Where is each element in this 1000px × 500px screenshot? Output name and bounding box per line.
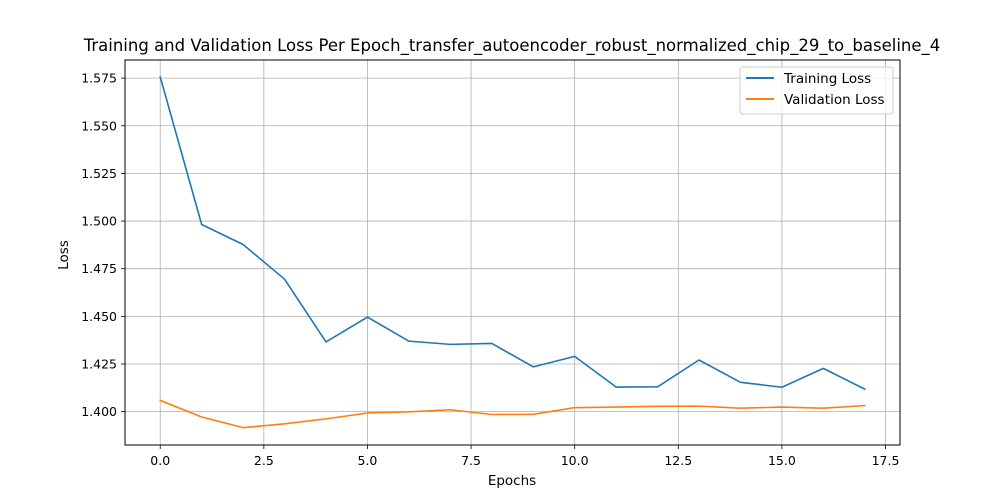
y-tick-label: 1.575 xyxy=(81,71,117,86)
plot-frame xyxy=(124,59,901,446)
chart-title: Training and Validation Loss Per Epoch_t… xyxy=(83,36,941,56)
x-axis-label: Epochs xyxy=(488,473,536,489)
x-tick-label: 12.5 xyxy=(664,453,692,468)
x-tick-label: 17.5 xyxy=(872,453,900,468)
legend-label-validation: Validation Loss xyxy=(784,92,885,108)
legend: Training Loss Validation Loss xyxy=(739,66,894,115)
axis-ticks: 0.0 2.5 5.0 7.5 10.0 12.5 15.0 17.5 1.400 1.425 1.… xyxy=(81,71,899,468)
training-loss-line xyxy=(159,75,866,391)
x-tick-label: 2.5 xyxy=(254,453,274,468)
y-tick-label: 1.400 xyxy=(81,404,117,419)
x-tick-label: 5.0 xyxy=(358,453,378,468)
x-tick-label: 7.5 xyxy=(461,453,481,468)
y-tick-label: 1.525 xyxy=(81,166,117,181)
y-axis-label: Loss xyxy=(56,240,72,270)
y-tick-label: 1.425 xyxy=(81,356,117,371)
legend-label-training: Training Loss xyxy=(783,71,871,87)
y-tick-label: 1.550 xyxy=(81,118,117,133)
x-tick-label: 10.0 xyxy=(561,453,589,468)
y-tick-label: 1.500 xyxy=(81,214,117,229)
legend-box xyxy=(739,66,894,115)
series-layer xyxy=(159,75,866,429)
y-tick-label: 1.450 xyxy=(81,309,117,324)
x-tick-label: 15.0 xyxy=(768,453,796,468)
grid-lines xyxy=(125,60,900,445)
y-tick-label: 1.475 xyxy=(81,261,117,276)
x-tick-label: 0.0 xyxy=(150,453,170,468)
validation-loss-line xyxy=(159,399,866,429)
